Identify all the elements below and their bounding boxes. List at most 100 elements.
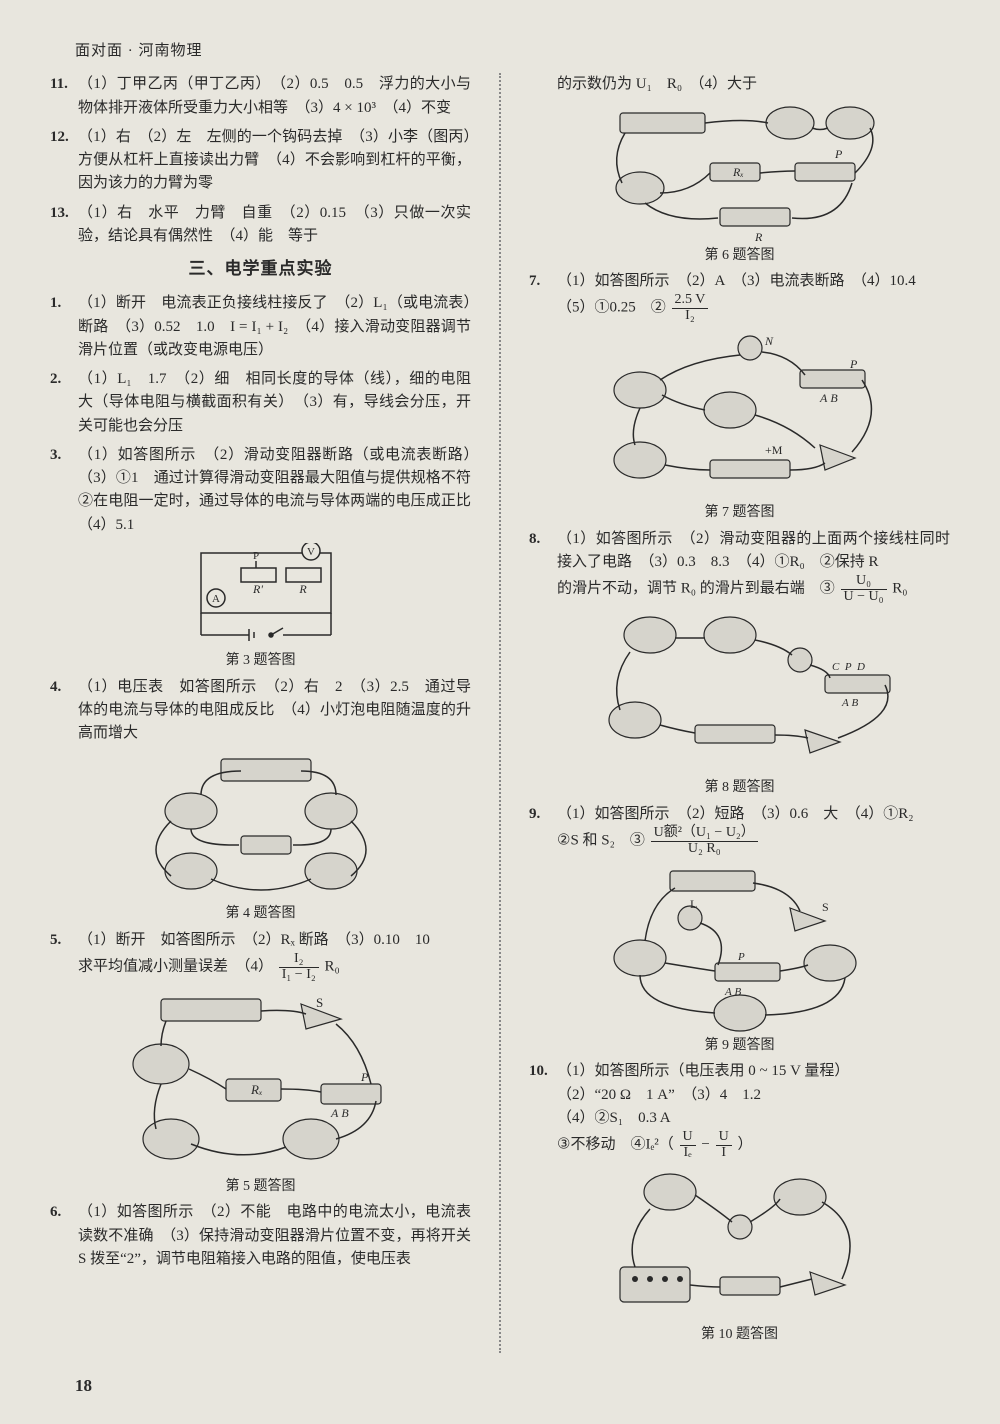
q11-body: （1）丁甲乙丙（甲丁乙丙） （2）0.5 0.5 浮力的大小与物体排开液体所受重… xyxy=(78,73,471,120)
q7-frac: 2.5 V I₂ xyxy=(672,293,709,323)
fig6-svg: Rₓ P R xyxy=(590,103,890,243)
svg-text:S: S xyxy=(316,995,323,1010)
svg-text:A B: A B xyxy=(724,986,741,998)
q4: 4. （1）电压表 如答图所示 （2）右 2 （3）2.5 通过导体的电流与导体… xyxy=(50,676,471,746)
q7-l2a: （5）①0.25 ② xyxy=(557,300,666,316)
q8: 8. （1）如答图所示 （2）滑动变阻器的上面两个接线柱同时接入了电路 （3）0… xyxy=(529,528,950,605)
q3-num: 3. xyxy=(50,444,78,537)
svg-text:R: R xyxy=(754,230,763,243)
svg-text:N: N xyxy=(764,334,774,348)
section-title: 三、电学重点实验 xyxy=(50,256,471,282)
q12-body: （1）右 （2）左 左侧的一个钩码去掉 （3）小李（图丙） 方便从杠杆上直接读出… xyxy=(78,126,471,196)
svg-text:P: P xyxy=(360,1070,369,1084)
q10-f1n: U xyxy=(680,1130,696,1146)
q9-frac: U额²（U₁ − U₂） U₂ R₀ xyxy=(651,826,758,856)
q12-num: 12. xyxy=(50,126,78,196)
page-header: 面对面 · 河南物理 xyxy=(75,40,950,63)
q10-num: 10. xyxy=(529,1060,557,1160)
left-column: 11. （1）丁甲乙丙（甲丁乙丙） （2）0.5 0.5 浮力的大小与物体排开液… xyxy=(50,73,479,1353)
q1: 1. （1）断开 电流表正负接线柱接反了 （2）L₁（或电流表）断路 （3）0.… xyxy=(50,292,471,362)
q8-frac-den: U − U₀ xyxy=(841,590,887,605)
q3: 3. （1）如答图所示 （2）滑动变阻器断路（或电流表断路） （3）①1 通过计… xyxy=(50,444,471,537)
fig10-caption: 第 10 题答图 xyxy=(529,1324,950,1346)
svg-text:P: P xyxy=(849,357,858,371)
fig7-svg: N P A B +M xyxy=(590,330,890,500)
q9-num: 9. xyxy=(529,803,557,857)
q2: 2. （1）L₁ 1.7 （2）细 相同长度的导体（线），细的电阻大（导体电阻与… xyxy=(50,368,471,438)
fig4: 第 4 题答图 xyxy=(50,751,471,925)
fig7: N P A B +M 第 7 题答图 xyxy=(529,330,950,524)
q10: 10. （1）如答图所示（电压表用 0 ~ 15 V 量程） （2）“20 Ω … xyxy=(529,1060,950,1160)
svg-text:A B: A B xyxy=(819,391,838,405)
q5-frac-den: I₁ − I₂ xyxy=(279,968,319,983)
right-column: 的示数仍为 U₁ R₀ （4）大于 xyxy=(521,73,950,1353)
q5-body: （1）断开 如答图所示 （2）Rₓ 断路 （3）0.10 10 求平均值减小测量… xyxy=(78,929,471,983)
q9-frac-num: U额²（U₁ − U₂） xyxy=(651,826,758,842)
q7-frac-num: 2.5 V xyxy=(672,293,709,309)
svg-text:A: A xyxy=(212,593,220,605)
fig3: A V P R' R 第 3 题答图 xyxy=(50,543,471,672)
q4-body: （1）电压表 如答图所示 （2）右 2 （3）2.5 通过导体的电流与导体的电阻… xyxy=(78,676,471,746)
svg-text:L: L xyxy=(690,897,697,911)
svg-text:Rₓ: Rₓ xyxy=(250,1082,263,1097)
svg-text:A B: A B xyxy=(841,697,858,709)
fig4-caption: 第 4 题答图 xyxy=(50,903,471,925)
q7: 7. （1）如答图所示 （2）A （3）电流表断路 （4）10.4 （5）①0.… xyxy=(529,270,950,324)
column-divider xyxy=(499,73,501,1353)
fig5: S Rₓ P A B 第 5 题答图 xyxy=(50,989,471,1198)
q1-body: （1）断开 电流表正负接线柱接反了 （2）L₁（或电流表）断路 （3）0.52 … xyxy=(78,292,471,362)
q5-pre: （1）断开 如答图所示 （2）Rₓ 断路 （3）0.10 10 xyxy=(78,932,430,948)
page-body: 11. （1）丁甲乙丙（甲丁乙丙） （2）0.5 0.5 浮力的大小与物体排开液… xyxy=(50,73,950,1353)
q7-frac-den: I₂ xyxy=(672,309,709,324)
q6-cont: 的示数仍为 U₁ R₀ （4）大于 xyxy=(529,73,950,96)
svg-text:P: P xyxy=(252,550,258,562)
q10-l1: （1）如答图所示（电压表用 0 ~ 15 V 量程） xyxy=(557,1063,849,1079)
q10-l4b: ） xyxy=(738,1137,753,1153)
q9-l1: （1）如答图所示 （2）短路 （3）0.6 大 （4）①R₂ xyxy=(557,806,914,822)
fig4-svg xyxy=(131,751,391,901)
q5-frac: I₂ I₁ − I₂ xyxy=(279,952,319,982)
q5: 5. （1）断开 如答图所示 （2）Rₓ 断路 （3）0.10 10 求平均值减… xyxy=(50,929,471,983)
fig3-svg: A V P R' R xyxy=(171,543,351,648)
q6-body: （1）如答图所示 （2）不能 电路中的电流太小，电流表读数不准确 （3）保持滑动… xyxy=(78,1201,471,1271)
svg-text:P: P xyxy=(737,951,745,963)
q8-frac-num: U₀ xyxy=(841,574,887,590)
fig5-caption: 第 5 题答图 xyxy=(50,1176,471,1198)
q6-cont-num xyxy=(529,73,557,96)
q13: 13. （1）右 水平 力臂 自重 （2）0.15 （3）只做一次实验，结论具有… xyxy=(50,202,471,249)
svg-text:S: S xyxy=(822,900,829,914)
q10-body: （1）如答图所示（电压表用 0 ~ 15 V 量程） （2）“20 Ω 1 A”… xyxy=(557,1060,950,1160)
q13-body: （1）右 水平 力臂 自重 （2）0.15 （3）只做一次实验，结论具有偶然性 … xyxy=(78,202,471,249)
q1-num: 1. xyxy=(50,292,78,362)
q9-frac-den: U₂ R₀ xyxy=(651,842,758,857)
q10-f2d: I xyxy=(716,1146,732,1161)
q8-frac: U₀ U − U₀ xyxy=(841,574,887,604)
q7-body: （1）如答图所示 （2）A （3）电流表断路 （4）10.4 （5）①0.25 … xyxy=(557,270,950,324)
fig3-caption: 第 3 题答图 xyxy=(50,650,471,672)
q13-num: 13. xyxy=(50,202,78,249)
q10-f2n: U xyxy=(716,1130,732,1146)
fig7-caption: 第 7 题答图 xyxy=(529,502,950,524)
q10-l3: （4）②S₁ 0.3 A xyxy=(557,1110,671,1126)
svg-text:P: P xyxy=(834,147,843,161)
q10-frac2: U I xyxy=(716,1130,732,1160)
q5-line2a: 求平均值减小测量误差 （4） xyxy=(78,959,273,975)
q7-num: 7. xyxy=(529,270,557,324)
fig5-svg: S Rₓ P A B xyxy=(111,989,411,1174)
svg-text:R': R' xyxy=(252,582,263,596)
q8-l1: （1）如答图所示 （2）滑动变阻器的上面两个接线柱同时接入了电路 （3）0.3 … xyxy=(557,531,950,570)
q9: 9. （1）如答图所示 （2）短路 （3）0.6 大 （4）①R₂ ②S 和 S… xyxy=(529,803,950,857)
q6: 6. （1）如答图所示 （2）不能 电路中的电流太小，电流表读数不准确 （3）保… xyxy=(50,1201,471,1271)
q10-f1d: Iₑ xyxy=(680,1146,696,1161)
q6-num: 6. xyxy=(50,1201,78,1271)
q12: 12. （1）右 （2）左 左侧的一个钩码去掉 （3）小李（图丙） 方便从杠杆上… xyxy=(50,126,471,196)
q11-num: 11. xyxy=(50,73,78,120)
q5-line2b: R₀ xyxy=(325,959,340,975)
fig8: C P D A B 第 8 题答图 xyxy=(529,610,950,799)
q7-l1: （1）如答图所示 （2）A （3）电流表断路 （4）10.4 xyxy=(557,273,916,289)
q8-l2b: R₀ xyxy=(892,581,907,597)
q10-l4mid: − xyxy=(701,1137,713,1153)
page-number: 18 xyxy=(75,1373,92,1399)
q5-num: 5. xyxy=(50,929,78,983)
fig8-caption: 第 8 题答图 xyxy=(529,777,950,799)
